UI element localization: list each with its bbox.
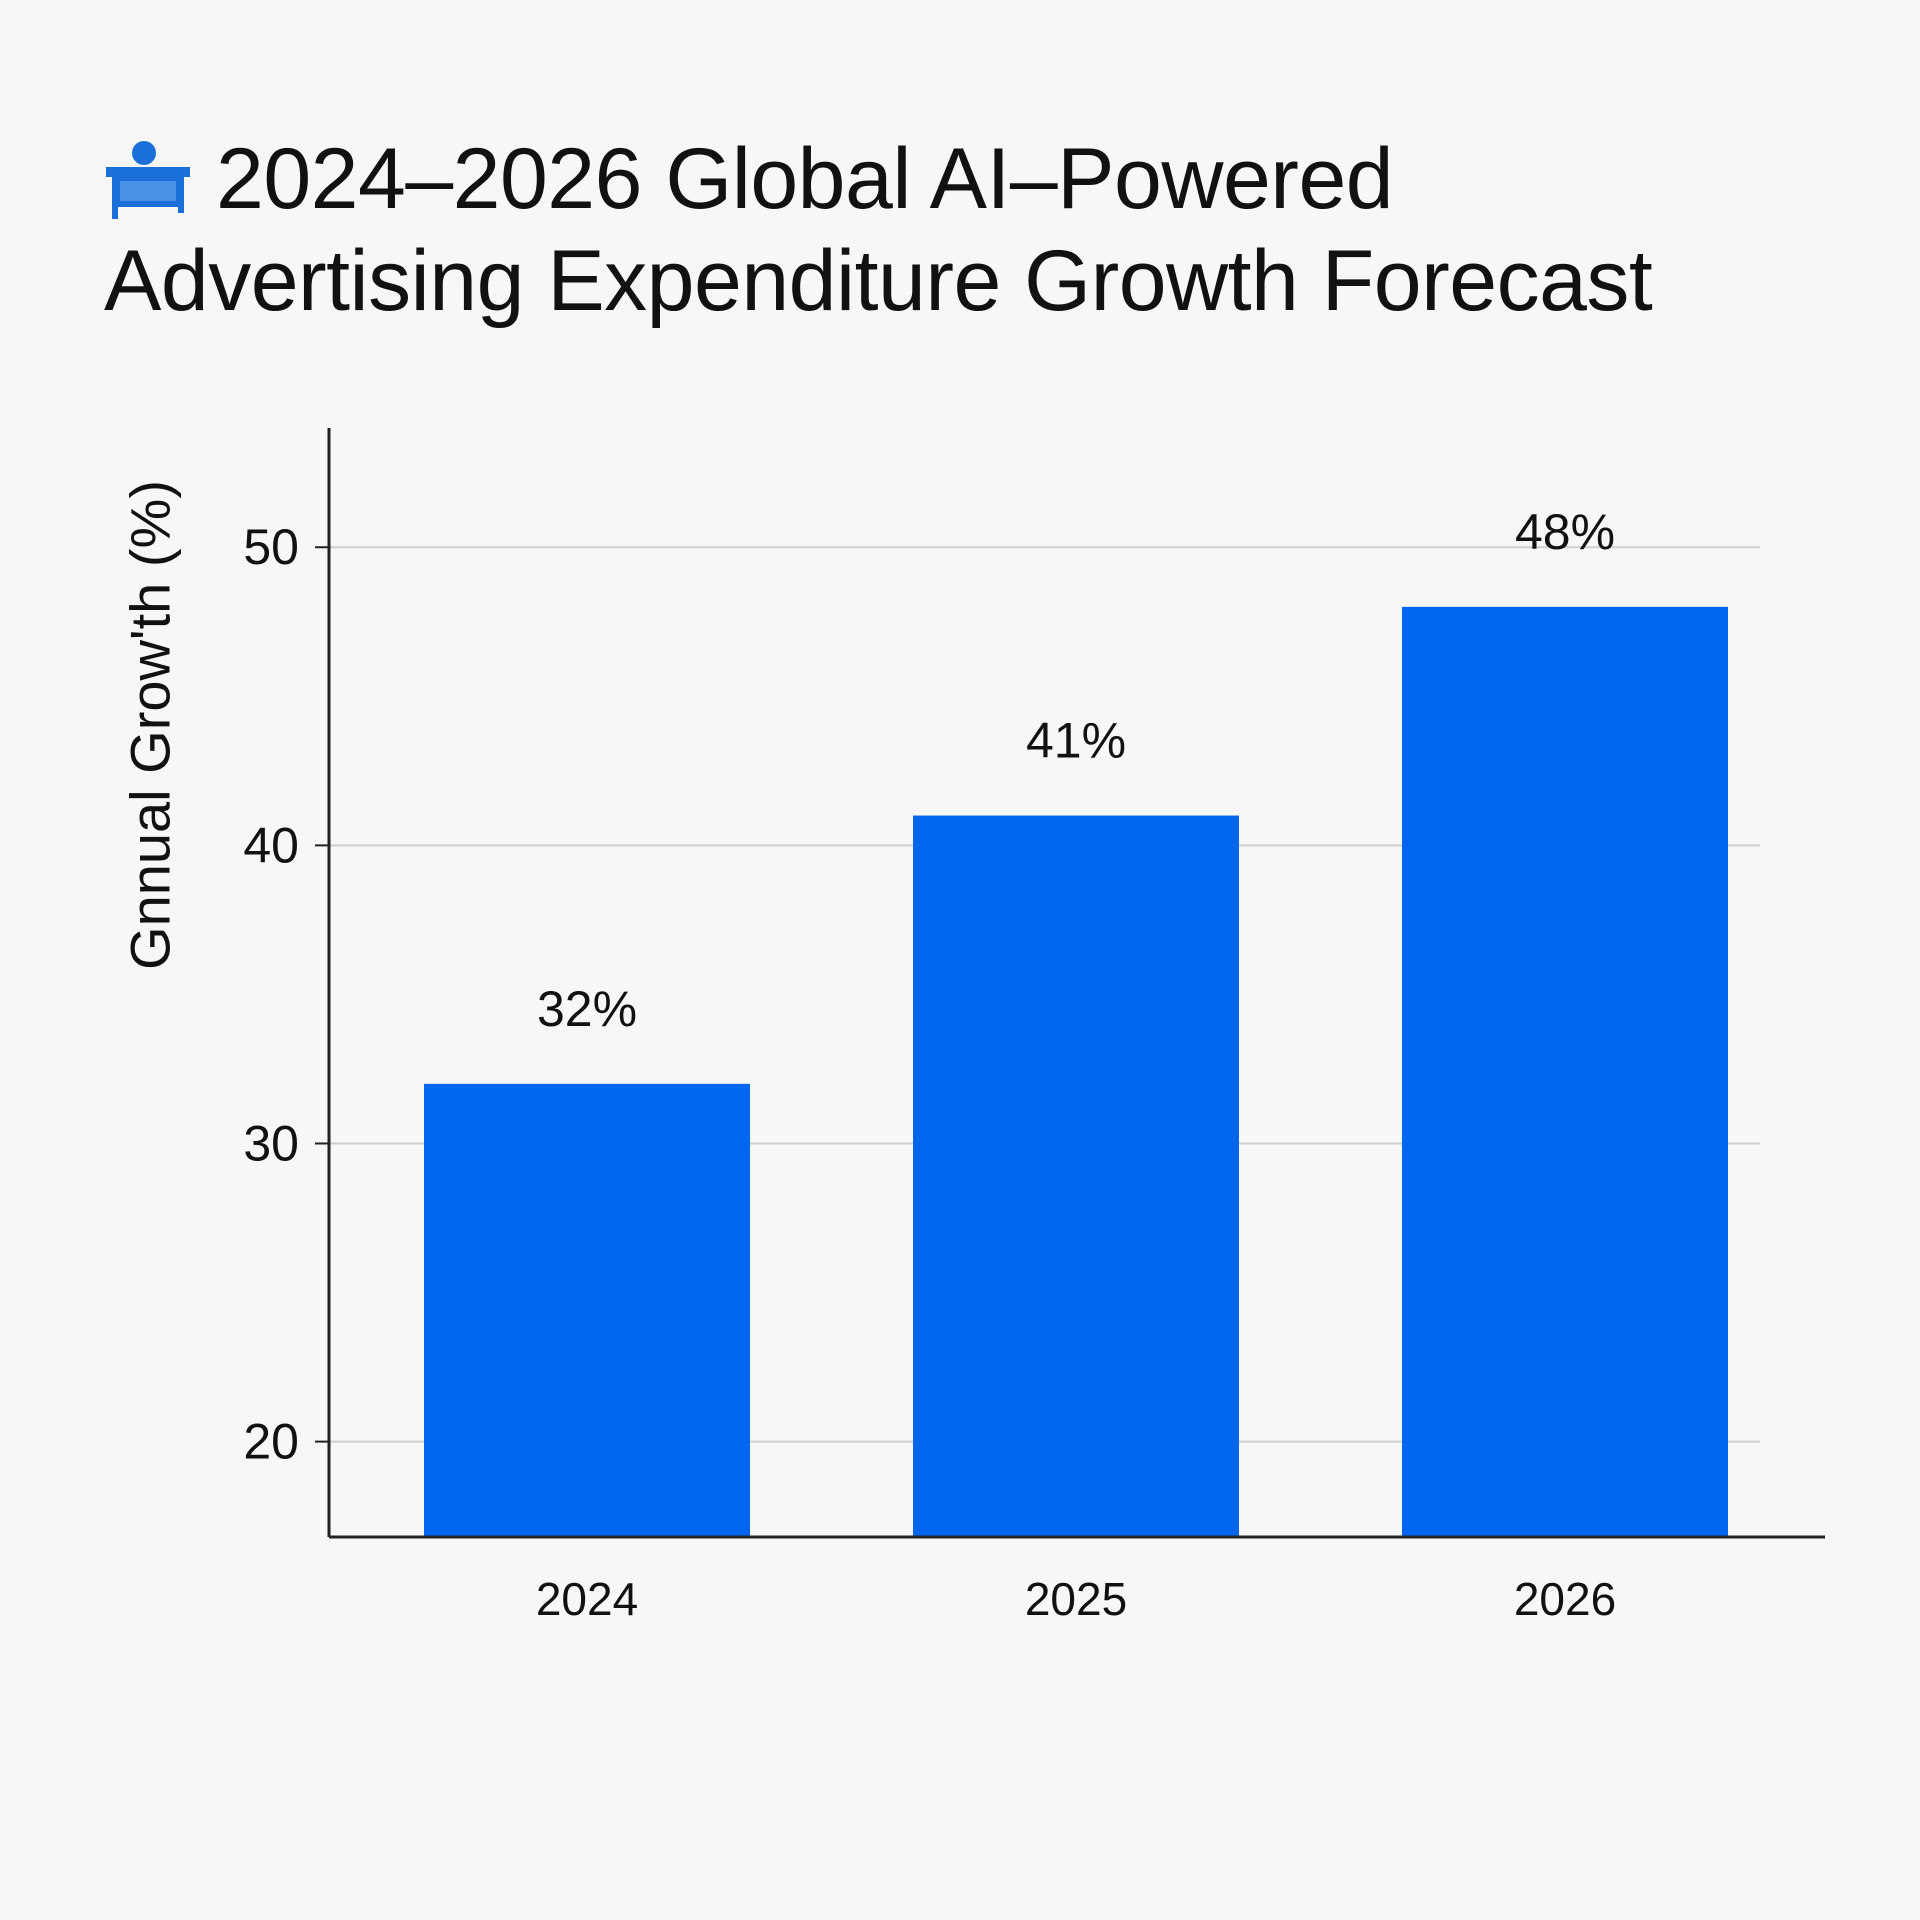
bar-2026 — [1402, 606, 1728, 1537]
chart-title: 2024–2026 Global AI–Powered Advertising … — [104, 128, 1824, 332]
y-tick-label: 50 — [243, 519, 299, 575]
bar-value-label: 32% — [537, 981, 637, 1037]
y-tick-label: 30 — [243, 1115, 299, 1171]
desk-icon — [104, 137, 192, 221]
bar-2024 — [424, 1083, 750, 1537]
title-line-1: 2024–2026 Global AI–Powered — [216, 131, 1394, 227]
bar-value-label: 41% — [1026, 713, 1126, 769]
bar-value-label: 48% — [1515, 504, 1615, 560]
x-tick-label: 2024 — [536, 1573, 638, 1625]
x-tick-label: 2025 — [1025, 1573, 1127, 1625]
y-tick-label: 40 — [243, 817, 299, 873]
title-line-2: Advertising Expenditure Growth Forecast — [104, 233, 1653, 329]
title-line-1-row: 2024–2026 Global AI–Powered — [104, 128, 1824, 230]
y-tick-label: 20 — [243, 1414, 299, 1470]
x-tick-label: 2026 — [1514, 1573, 1616, 1625]
bar-2025 — [913, 815, 1239, 1537]
